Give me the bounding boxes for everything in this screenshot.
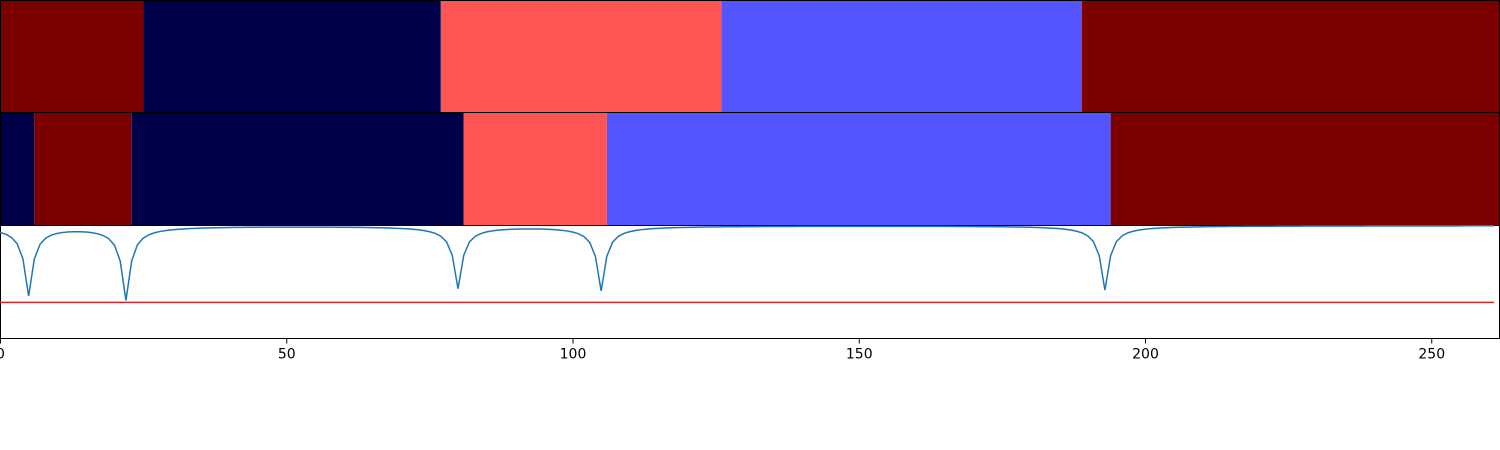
band-row-2 [0, 112, 1500, 226]
band-segment-1-4 [721, 0, 1083, 113]
signal-frame [0, 225, 1500, 339]
band-row-1 [0, 0, 1500, 113]
band-segment-2-1 [0, 112, 35, 226]
band-segment-1-5 [1082, 0, 1500, 113]
x-tick-label-250: 250 [1418, 347, 1445, 363]
signal-panel [0, 225, 1500, 339]
band-segment-2-5 [606, 112, 1111, 226]
band-segment-2-3 [131, 112, 464, 226]
band-segment-1-1 [0, 0, 144, 113]
x-tick-label-50: 50 [278, 347, 296, 363]
band-segment-1-2 [143, 0, 441, 113]
band-segment-2-2 [34, 112, 132, 226]
x-tick-label-100: 100 [560, 347, 587, 363]
x-axis: 0 50 100 150 200 250 [0, 338, 1445, 363]
x-tick-label-150: 150 [846, 347, 873, 363]
band-segment-2-4 [463, 112, 607, 226]
band-segment-2-6 [1110, 112, 1500, 226]
x-tick-label-200: 200 [1132, 347, 1159, 363]
signal-line [0, 225, 1495, 301]
band-segment-1-3 [440, 0, 722, 113]
x-tick-label-0: 0 [0, 347, 5, 363]
